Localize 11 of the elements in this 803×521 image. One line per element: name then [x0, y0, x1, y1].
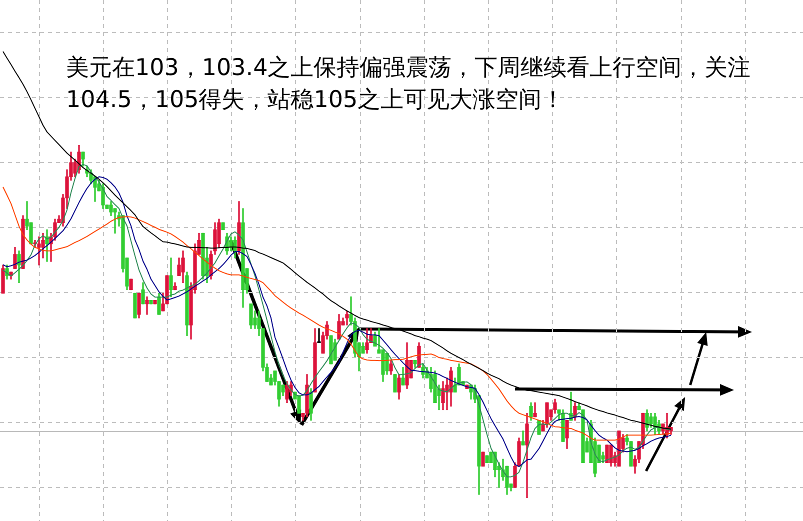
- candlestick: [485, 455, 489, 464]
- candlestick: [129, 278, 133, 290]
- candlestick: [153, 300, 157, 304]
- candlestick: [297, 395, 301, 414]
- candlestick: [221, 222, 225, 230]
- candlestick: [481, 452, 485, 467]
- candlestick: [605, 444, 609, 464]
- text: 美元在103，103.4之上保持偏强震荡，下周继续看上行空间，关注104.5，105得失，站稳105之上可见大涨空间！: [66, 55, 751, 113]
- candlestick: [133, 292, 137, 318]
- candlestick: [393, 374, 397, 392]
- candlestick: [149, 300, 153, 304]
